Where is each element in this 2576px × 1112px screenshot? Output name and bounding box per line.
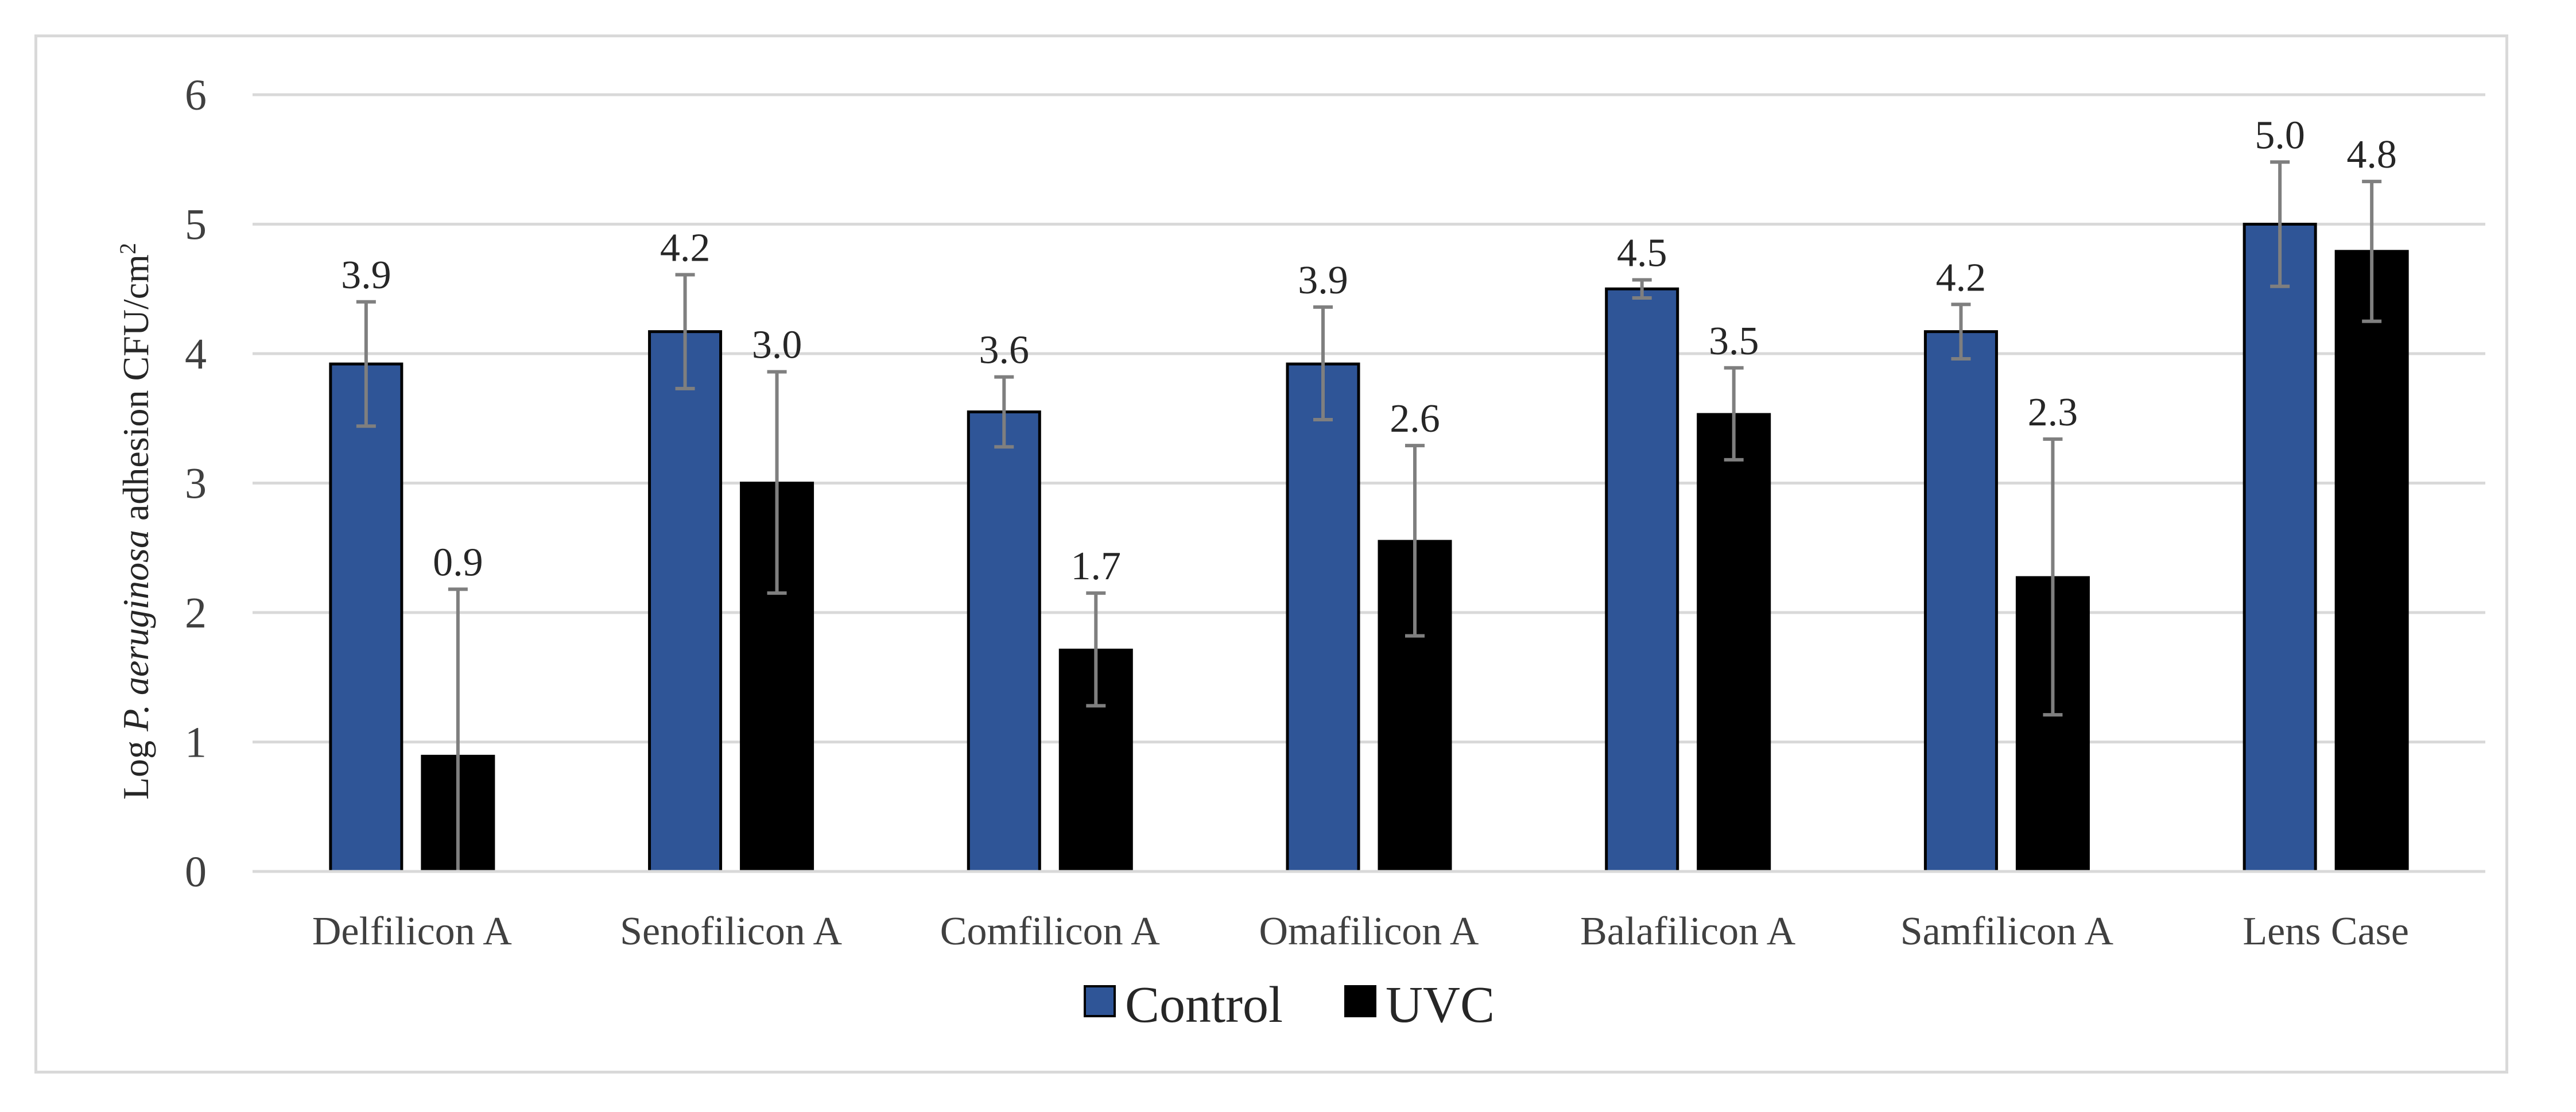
y-tick-label-0: 0 [185, 848, 207, 896]
error-bars [356, 160, 2382, 871]
bar-control-omafilicon-a [1286, 362, 1360, 873]
y-tick-label-5: 5 [185, 201, 207, 249]
category-label-delfilicon-a: Delfilicon A [312, 909, 512, 954]
y-tick-label-1: 1 [185, 719, 207, 767]
bar-uvc-balafilicon-a [1697, 413, 1771, 873]
data-label-uvc-delfilicon-a: 0.9 [433, 540, 483, 584]
data-label-uvc-samfilicon-a: 2.3 [2028, 390, 2078, 435]
category-label-omafilicon-a: Omafilicon A [1259, 909, 1479, 954]
bars [329, 223, 2409, 873]
y-tick-label-3: 3 [185, 460, 207, 508]
bar-control-delfilicon-a [329, 362, 404, 873]
category-label-balafilicon-a: Balafilicon A [1580, 909, 1796, 954]
data-label-control-delfilicon-a: 3.9 [341, 253, 391, 297]
category-label-lens-case: Lens Case [2243, 909, 2409, 954]
legend-label-control: Control [1125, 977, 1283, 1033]
y-tick-label-6: 6 [185, 71, 207, 119]
bar-control-lens-case [2243, 223, 2317, 873]
bar-control-samfilicon-a [1923, 330, 1998, 873]
legend: Control UVC [1084, 977, 1495, 1033]
data-label-uvc-senofilicon-a: 3.0 [752, 323, 802, 367]
chart-frame [34, 34, 2508, 1074]
bar-uvc-lens-case [2334, 250, 2409, 873]
y-axis-title-organism: P. aeruginosa [115, 530, 156, 732]
category-label-samfilicon-a: Samfilicon A [1900, 909, 2114, 954]
data-label-control-balafilicon-a: 4.5 [1617, 231, 1667, 275]
data-label-uvc-comfilicon-a: 1.7 [1071, 544, 1122, 588]
y-axis-ticks: 0 1 2 3 4 5 6 [185, 71, 207, 896]
y-axis-title-superscript: 2 [115, 243, 141, 254]
legend-label-uvc: UVC [1386, 977, 1495, 1033]
legend-swatch-control [1084, 985, 1116, 1017]
data-labels: 3.9 0.9 4.2 3.0 3.6 1.7 3.9 2.6 4.5 3.5 4.2 2.3 5.0 4… [341, 113, 2397, 588]
legend-swatch-uvc [1344, 985, 1376, 1017]
data-label-control-senofilicon-a: 4.2 [660, 226, 711, 270]
grid-lines [253, 93, 2485, 743]
category-label-senofilicon-a: Senofilicon A [620, 909, 842, 954]
data-label-uvc-lens-case: 4.8 [2346, 133, 2397, 177]
y-tick-label-4: 4 [185, 330, 207, 378]
data-label-uvc-balafilicon-a: 3.5 [1709, 319, 1759, 363]
y-tick-label-2: 2 [185, 589, 207, 637]
bar-control-balafilicon-a [1605, 287, 1679, 873]
data-label-control-samfilicon-a: 4.2 [1936, 255, 1987, 300]
data-label-control-lens-case: 5.0 [2255, 113, 2305, 157]
data-label-control-comfilicon-a: 3.6 [979, 328, 1030, 373]
bar-control-senofilicon-a [648, 330, 723, 873]
y-axis-title: Log P. aeruginosa adhesion CFU/cm2 [115, 243, 157, 800]
x-axis-categories: Delfilicon A Senofilicon A Comfilicon A Oma… [312, 909, 2409, 954]
category-label-comfilicon-a: Comfilicon A [940, 909, 1161, 954]
data-label-uvc-omafilicon-a: 2.6 [1390, 397, 1440, 441]
data-label-control-omafilicon-a: 3.9 [1298, 258, 1348, 303]
bar-control-comfilicon-a [967, 410, 1041, 873]
